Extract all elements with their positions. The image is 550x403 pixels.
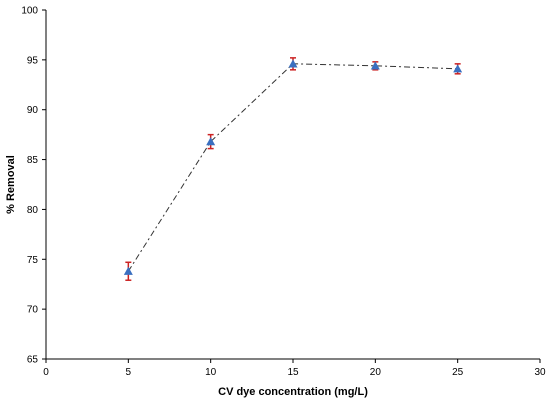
x-tick-label: 5 <box>126 367 132 378</box>
data-point-marker <box>288 59 298 68</box>
x-tick-label: 25 <box>452 367 464 378</box>
series-line <box>127 63 458 272</box>
y-axis-title: % Removal <box>5 155 17 214</box>
y-tick-label: 75 <box>27 255 39 266</box>
y-tick-label: 80 <box>27 205 39 216</box>
data-point-marker <box>453 64 463 73</box>
x-tick-label: 20 <box>370 367 382 378</box>
y-tick-label: 65 <box>27 355 39 366</box>
x-tick-label: 30 <box>534 367 546 378</box>
y-tick-label: 100 <box>21 6 38 17</box>
data-points <box>123 59 463 275</box>
y-axis-ticks: 65 70 75 80 85 90 95 100 <box>21 6 46 366</box>
data-point-marker <box>123 266 133 275</box>
x-axis-title: CV dye concentration (mg/L) <box>218 386 368 398</box>
error-bars <box>125 57 461 281</box>
x-tick-label: 0 <box>43 367 49 378</box>
y-tick-label: 90 <box>27 105 39 116</box>
x-axis-ticks: 0 5 10 15 20 25 30 <box>43 359 546 378</box>
y-tick-label: 70 <box>27 305 39 316</box>
data-point-marker <box>206 137 216 146</box>
y-tick-label: 85 <box>27 155 39 166</box>
y-tick-label: 95 <box>27 55 39 66</box>
data-point-marker <box>370 61 380 70</box>
x-tick-label: 15 <box>287 367 299 378</box>
x-tick-label: 10 <box>205 367 217 378</box>
